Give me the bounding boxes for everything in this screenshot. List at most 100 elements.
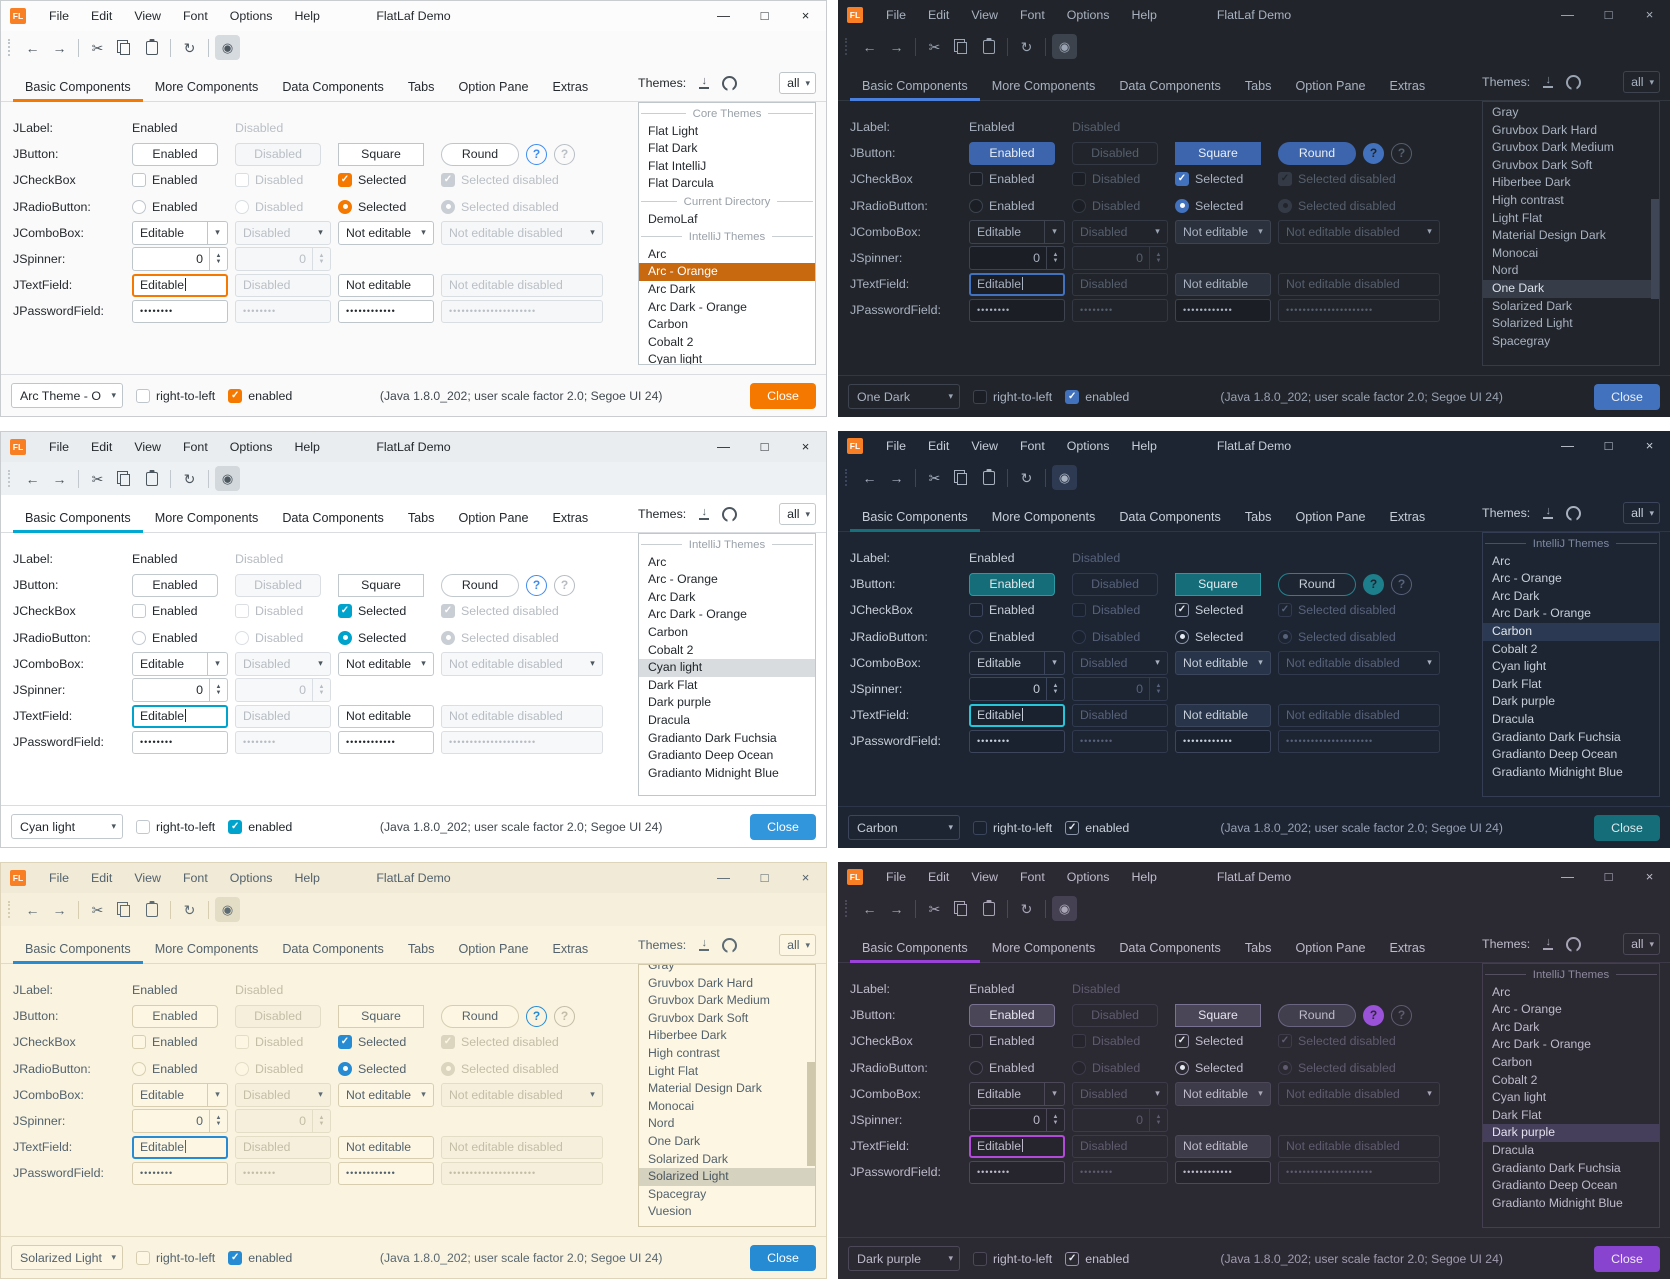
theme-item-arc-dark-orange[interactable]: Arc Dark - Orange (648, 607, 747, 622)
jbutton-round-button[interactable]: Round (1278, 141, 1356, 165)
cut-button[interactable]: ✂ (922, 896, 947, 921)
theme-item-flat-darcula[interactable]: Flat Darcula (648, 176, 714, 191)
refresh-button[interactable]: ↻ (1014, 34, 1039, 59)
menu-file[interactable]: File (49, 871, 69, 885)
menu-help[interactable]: Help (294, 9, 320, 23)
theme-item-solarized-dark[interactable]: Solarized Dark (648, 1151, 728, 1166)
spinner-arrows[interactable]: ▲ ▼ (209, 1110, 227, 1133)
theme-item-dark-flat[interactable]: Dark Flat (648, 677, 698, 692)
theme-item-material-design-dark[interactable]: Material Design Dark (648, 1081, 762, 1096)
spinner-arrows[interactable]: ▲ ▼ (209, 679, 227, 702)
jcombobox-not-editable-combobox[interactable]: Not editable ▾ (1175, 1081, 1271, 1106)
close-window-button[interactable]: × (801, 8, 810, 23)
menu-edit[interactable]: Edit (927, 439, 950, 453)
help-button[interactable]: ? (526, 1005, 547, 1027)
tab-tabs[interactable]: Tabs (407, 942, 435, 956)
paste-button[interactable] (976, 896, 1001, 921)
close-window-button[interactable]: × (801, 439, 810, 454)
jtextfield-editable-field[interactable]: Editable (132, 273, 228, 297)
theme-item-high-contrast[interactable]: High contrast (1492, 192, 1564, 207)
jcheckbox-enabled-checkbox[interactable]: ✓ Enabled (969, 172, 1034, 187)
toolbar-grip-icon[interactable] (8, 39, 13, 56)
theme-item-arc-dark[interactable]: Arc Dark (648, 281, 696, 296)
jtextfield-editable-field[interactable]: Editable (132, 704, 228, 728)
theme-list[interactable]: Core Themes Flat Light Flat Dark Flat Intel… (638, 102, 816, 365)
theme-list[interactable]: Gray Gruvbox Dark Hard Gruvbox Dark Medium… (1482, 101, 1660, 366)
maximize-button[interactable]: □ (760, 8, 769, 23)
copy-button[interactable] (112, 466, 137, 491)
minimize-button[interactable]: — (1561, 438, 1574, 453)
tab-extras[interactable]: Extras (552, 511, 589, 525)
menu-font[interactable]: Font (182, 871, 208, 885)
inspector-toggle-button[interactable]: ◉ (215, 466, 240, 491)
menu-help[interactable]: Help (1131, 439, 1157, 453)
jspinner-0-spinner[interactable]: 0 ▲ ▼ (132, 678, 228, 703)
toolbar-grip-icon[interactable] (845, 469, 850, 486)
back-button[interactable]: ← (20, 897, 45, 922)
menu-options[interactable]: Options (229, 440, 273, 454)
help-button[interactable]: ? (1363, 573, 1384, 595)
theme-item-arc-orange[interactable]: Arc - Orange (1492, 1002, 1562, 1017)
menu-file[interactable]: File (49, 9, 69, 23)
jradiobutton-enabled-radio[interactable]: ✓ Enabled (969, 1060, 1034, 1075)
maximize-button[interactable]: □ (760, 870, 769, 885)
jcheckbox-enabled-checkbox[interactable]: ✓ Enabled (969, 603, 1034, 618)
jpasswordfield--field[interactable]: •••••••••••• (338, 299, 434, 323)
theme-selector-combo[interactable]: Dark purple ▾ (848, 1246, 960, 1271)
theme-filter-combo[interactable]: all ▾ (779, 72, 816, 94)
theme-item-carbon[interactable]: Carbon (648, 624, 688, 639)
theme-item-dark-purple[interactable]: Dark purple (648, 695, 711, 710)
theme-item-solarized-light[interactable]: Solarized Light (1492, 316, 1573, 331)
help-button[interactable]: ? (526, 143, 547, 165)
theme-item-dracula[interactable]: Dracula (1492, 711, 1534, 726)
tab-basic-components[interactable]: Basic Components (13, 502, 143, 533)
jcheckbox-selected-checkbox[interactable]: ✓ Selected (338, 1035, 406, 1050)
theme-item-arc-orange[interactable]: Arc - Orange (648, 572, 718, 587)
menu-file[interactable]: File (49, 440, 69, 454)
theme-item-one-dark[interactable]: One Dark (1483, 279, 1659, 298)
tab-option-pane[interactable]: Option Pane (1295, 510, 1366, 524)
theme-item-spacegray[interactable]: Spacegray (1492, 333, 1551, 348)
jpasswordfield--field[interactable]: •••••••••••• (1175, 1160, 1271, 1184)
theme-item-dark-purple[interactable]: Dark purple (1483, 1124, 1659, 1142)
tab-more-components[interactable]: More Components (154, 942, 259, 956)
theme-item-arc-dark[interactable]: Arc Dark (648, 589, 696, 604)
copy-button[interactable] (949, 896, 974, 921)
theme-item-gradianto-deep-ocean[interactable]: Gradianto Deep Ocean (648, 748, 774, 763)
theme-filter-combo[interactable]: all ▾ (779, 503, 816, 525)
tab-data-components[interactable]: Data Components (1119, 510, 1221, 524)
menu-edit[interactable]: Edit (927, 8, 950, 22)
scrollbar-thumb[interactable] (807, 1061, 815, 1166)
jpasswordfield--field[interactable]: •••••••• (132, 299, 228, 323)
tab-option-pane[interactable]: Option Pane (458, 511, 529, 525)
theme-item-gradianto-dark-fuchsia[interactable]: Gradianto Dark Fuchsia (1492, 1160, 1621, 1175)
jradiobutton-selected-radio[interactable]: ✓ Selected (1175, 629, 1243, 644)
jpasswordfield--field[interactable]: •••••••• (969, 298, 1065, 322)
copy-button[interactable] (112, 35, 137, 60)
inspector-toggle-button[interactable]: ◉ (1052, 465, 1077, 490)
toolbar-grip-icon[interactable] (8, 470, 13, 487)
refresh-button[interactable]: ↻ (1014, 465, 1039, 490)
tab-extras[interactable]: Extras (552, 80, 589, 94)
theme-item-cyan-light[interactable]: Cyan light (1492, 659, 1547, 674)
theme-item-cobalt-2[interactable]: Cobalt 2 (1492, 641, 1538, 656)
maximize-button[interactable]: □ (760, 439, 769, 454)
maximize-button[interactable]: □ (1604, 869, 1613, 884)
theme-item-gruvbox-dark-soft[interactable]: Gruvbox Dark Soft (648, 1010, 749, 1025)
jbutton-enabled-button[interactable]: Enabled (969, 1003, 1055, 1027)
close-button[interactable]: Close (750, 813, 816, 840)
theme-item-gradianto-midnight-blue[interactable]: Gradianto Midnight Blue (648, 765, 779, 780)
rtl-checkbox[interactable]: ✓ right-to-left (136, 388, 215, 403)
help-button[interactable]: ? (1363, 1004, 1384, 1026)
minimize-button[interactable]: — (1561, 7, 1574, 22)
theme-item-flat-dark[interactable]: Flat Dark (648, 141, 698, 156)
tab-basic-components[interactable]: Basic Components (13, 933, 143, 964)
menu-help[interactable]: Help (294, 440, 320, 454)
menu-edit[interactable]: Edit (90, 871, 113, 885)
toolbar-grip-icon[interactable] (8, 901, 13, 918)
menu-options[interactable]: Options (229, 9, 273, 23)
menu-edit[interactable]: Edit (90, 9, 113, 23)
menu-view[interactable]: View (971, 8, 998, 22)
jcombobox-editable-combobox[interactable]: Editable ▾ (969, 650, 1065, 675)
menu-view[interactable]: View (134, 871, 161, 885)
